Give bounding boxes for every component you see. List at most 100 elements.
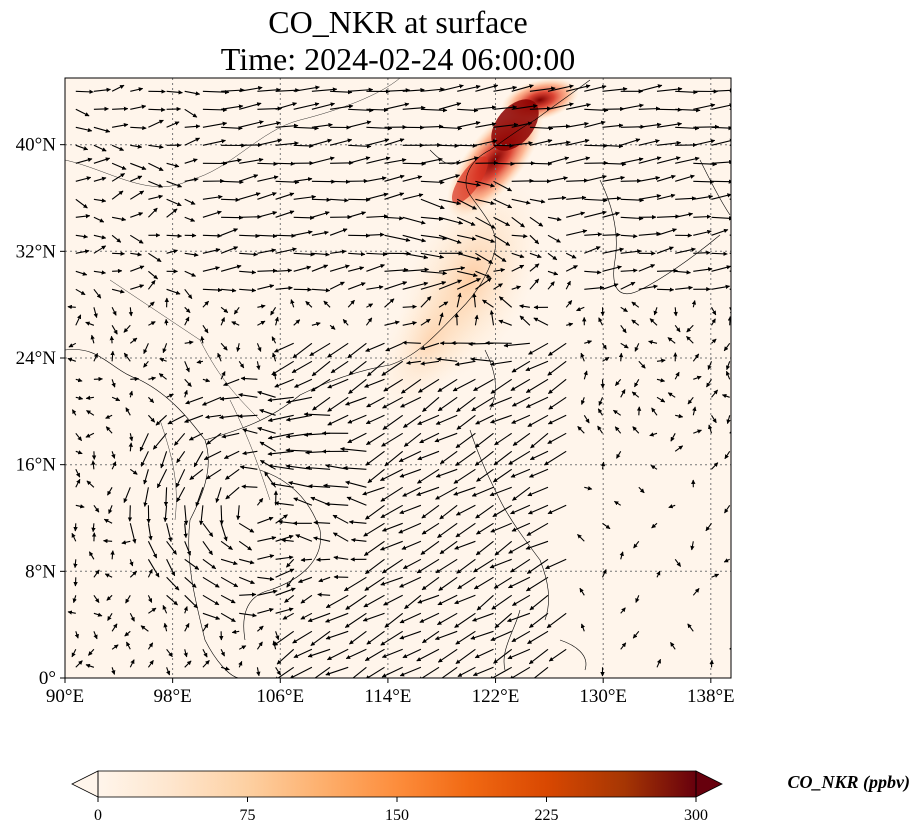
wind-arrow <box>275 607 294 614</box>
wind-arrow <box>312 396 331 411</box>
wind-arrow <box>673 307 678 317</box>
lat-tick-label: 16°N <box>16 455 57 476</box>
wind-arrow <box>476 522 494 535</box>
wind-arrow <box>547 176 568 182</box>
wind-arrow <box>316 557 331 562</box>
wind-arrow <box>166 594 178 606</box>
wind-arrow <box>162 604 168 614</box>
wind-arrow <box>130 190 145 200</box>
wind-arrow <box>184 124 201 129</box>
wind-arrow <box>381 666 403 678</box>
wind-arrow <box>602 211 620 218</box>
wind-arrow <box>219 396 240 401</box>
wind-arrow <box>126 641 131 650</box>
wind-arrow <box>75 144 89 151</box>
wind-arrow <box>406 360 421 365</box>
wind-arrow <box>111 84 125 92</box>
wind-arrow <box>402 175 423 182</box>
wind-arrow <box>184 177 199 182</box>
wind-arrow <box>511 630 531 643</box>
wind-arrow <box>511 216 525 228</box>
wind-arrow <box>202 576 220 588</box>
wind-arrow <box>128 433 134 442</box>
wind-arrow <box>148 194 164 200</box>
wind-arrow <box>711 573 720 578</box>
wind-arrow <box>348 144 372 149</box>
wind-arrow <box>202 89 230 95</box>
wind-arrow <box>75 432 83 442</box>
wind-arrow <box>511 285 522 290</box>
wind-arrow <box>366 396 385 408</box>
wind-arrow <box>620 324 627 334</box>
wind-arrow <box>257 576 275 582</box>
wind-arrow <box>366 264 385 272</box>
wind-arrow <box>384 138 405 146</box>
wind-arrow <box>493 122 519 128</box>
wind-arrow <box>547 252 558 261</box>
wind-arrow <box>471 396 494 412</box>
country-borders <box>65 78 401 521</box>
wind-arrow <box>528 468 549 478</box>
wind-arrow <box>420 318 431 326</box>
wind-arrow <box>651 522 658 529</box>
wind-arrow <box>202 660 210 668</box>
wind-arrow <box>86 480 95 488</box>
wind-arrow <box>257 211 278 218</box>
wind-arrow <box>509 666 531 678</box>
wind-arrow <box>398 522 422 534</box>
wind-arrow <box>597 408 603 416</box>
wind-arrow <box>156 469 168 489</box>
wind-arrow <box>220 666 230 671</box>
colorbar: 0 75 150 225 300 CO_NKR (ppbv) <box>71 770 910 824</box>
wind-arrow <box>93 198 107 203</box>
wind-arrow <box>705 522 712 532</box>
wind-arrow <box>528 342 549 355</box>
wind-arrow <box>584 270 602 275</box>
wind-arrow <box>184 414 204 423</box>
wind-arrow <box>620 216 644 221</box>
wind-arrow <box>454 360 476 367</box>
wind-arrow <box>148 301 155 308</box>
wind-arrow <box>75 176 92 182</box>
wind-arrow <box>711 318 716 326</box>
wind-arrow <box>366 303 374 308</box>
wind-arrow <box>220 649 225 657</box>
wind-arrow <box>220 264 242 272</box>
wind-arrow <box>380 504 403 519</box>
wind-arrow <box>148 607 157 614</box>
wind-arrow <box>723 558 730 563</box>
wind-arrow <box>381 558 404 574</box>
wind-arrow <box>511 121 533 128</box>
wind-arrow <box>529 126 554 131</box>
wind-arrow <box>711 284 731 290</box>
wind-arrow <box>220 523 228 542</box>
wind-arrow <box>68 342 77 348</box>
wind-arrow <box>706 379 712 388</box>
wind-arrow <box>273 342 294 353</box>
wind-arrow <box>111 396 121 402</box>
wind-arrow <box>184 216 196 222</box>
wind-arrow <box>256 497 264 506</box>
wind-arrow <box>529 263 540 272</box>
wind-arrow <box>257 304 266 309</box>
wind-arrow <box>184 306 191 313</box>
wind-arrow <box>402 252 429 260</box>
wind-arrow <box>598 317 603 326</box>
wind-arrow <box>475 234 496 243</box>
wind-arrow <box>456 396 476 413</box>
wind-arrow <box>220 558 238 566</box>
wind-arrow <box>602 175 625 182</box>
wind-arrow <box>638 231 661 236</box>
wind-arrow <box>675 90 698 95</box>
wind-arrow <box>620 103 644 110</box>
wind-arrow <box>239 270 257 275</box>
wind-arrow <box>112 122 129 128</box>
wind-arrow <box>87 648 95 656</box>
wind-arrow <box>267 396 294 403</box>
wind-arrow <box>675 413 684 419</box>
wind-arrow <box>602 342 607 350</box>
wind-arrow <box>631 319 640 326</box>
wind-arrow <box>602 86 628 92</box>
wind-arrow <box>284 594 295 603</box>
wind-arrow <box>111 173 125 182</box>
